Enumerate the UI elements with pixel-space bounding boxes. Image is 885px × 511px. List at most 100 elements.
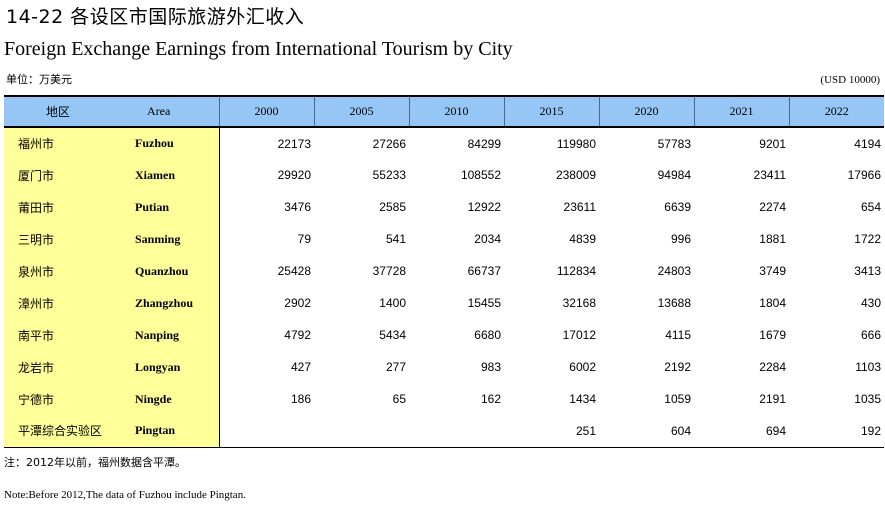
value-cell: 996 [670, 232, 691, 246]
value-cell: 94984 [657, 168, 691, 182]
value-cell: 3413 [854, 264, 881, 278]
city-name-chinese: 南平市 [4, 319, 115, 351]
value-cell: 6639 [664, 200, 691, 214]
header-year: 2015 [503, 95, 599, 128]
value-cell: 192 [789, 415, 884, 448]
value-cell: 22173 [277, 136, 311, 151]
value-cell: 1434 [569, 392, 596, 406]
table-row: 漳州市 Zhangzhou 2902 1400 15455 32168 13688 1804 4… [4, 287, 884, 319]
value-cell: 427 [290, 360, 311, 374]
value-cell: 1059 [664, 392, 691, 406]
table-row: 厦门市 Xiamen 29920 55233 108552 238009 94984 2341… [4, 159, 884, 191]
city-name-english: Fuzhou [115, 127, 220, 159]
value-cell [219, 415, 314, 448]
value-cell: 666 [860, 328, 881, 342]
value-cell: 9201 [759, 136, 786, 151]
value-cell: 1035 [854, 392, 881, 406]
value-cell: 4115 [665, 328, 691, 342]
note-chinese: 注：2012年以前，福州数据含平潭。 [4, 456, 186, 469]
value-cell: 23411 [753, 168, 786, 182]
value-cell: 13688 [657, 296, 691, 310]
value-cell: 55233 [372, 168, 406, 182]
value-cell: 238009 [555, 168, 596, 182]
value-cell: 23611 [563, 200, 596, 214]
value-cell: 2274 [759, 200, 786, 214]
table-row: 莆田市 Putian 3476 2585 12922 23611 6639 2274 654 [4, 191, 884, 223]
earnings-table: 地区 Area 2000 2005 2010 2015 2020 2021 20… [4, 95, 884, 448]
value-cell: 430 [860, 296, 881, 310]
value-cell: 15455 [467, 296, 501, 310]
value-cell: 112834 [556, 264, 596, 278]
value-cell: 1679 [759, 328, 786, 342]
city-name-chinese: 三明市 [4, 223, 115, 255]
city-name-english: Ningde [115, 383, 220, 415]
header-year: 2010 [408, 95, 504, 128]
city-name-chinese: 福州市 [4, 127, 115, 159]
value-cell: 57783 [657, 136, 691, 151]
value-cell: 983 [480, 360, 501, 374]
value-cell: 65 [392, 392, 406, 406]
value-cell: 6680 [474, 328, 501, 342]
value-cell: 1400 [379, 296, 406, 310]
city-name-english: Sanming [115, 223, 220, 255]
title-chinese: 14-22 各设区市国际旅游外汇收入 [6, 6, 305, 28]
value-cell: 25428 [277, 264, 311, 278]
value-cell: 162 [480, 392, 501, 406]
value-cell: 66737 [467, 264, 501, 278]
city-name-chinese: 莆田市 [4, 191, 115, 223]
value-cell: 17966 [847, 168, 881, 182]
table-row: 三明市 Sanming 79 541 2034 4839 996 1881 1722 [4, 223, 884, 255]
value-cell: 108552 [460, 168, 501, 182]
value-cell: 37728 [372, 264, 406, 278]
header-year: 2005 [313, 95, 409, 128]
value-cell: 4194 [854, 136, 881, 151]
city-name-english: Zhangzhou [115, 287, 220, 319]
table-row: 宁德市 Ningde 186 65 162 1434 1059 2191 1035 [4, 383, 884, 415]
unit-label-chinese: 单位：万美元 [6, 73, 72, 86]
value-cell: 4839 [569, 232, 596, 246]
value-cell [409, 415, 504, 448]
value-cell: 251 [504, 415, 599, 448]
value-cell: 2902 [284, 296, 311, 310]
city-name-english: Xiamen [115, 159, 220, 191]
city-name-english: Quanzhou [115, 255, 220, 287]
value-cell: 4792 [284, 328, 311, 342]
city-name-chinese: 厦门市 [4, 159, 115, 191]
value-cell: 277 [385, 360, 406, 374]
city-name-english: Pingtan [115, 415, 220, 448]
value-cell: 2585 [379, 200, 406, 214]
value-cell: 2191 [759, 392, 786, 406]
city-name-english: Nanping [115, 319, 220, 351]
value-cell: 654 [860, 200, 881, 214]
table-row: 南平市 Nanping 4792 5434 6680 17012 4115 1679 666 [4, 319, 884, 351]
header-area-chinese: 地区 [4, 95, 115, 128]
header-year: 2000 [218, 95, 314, 128]
city-name-chinese: 泉州市 [4, 255, 115, 287]
value-cell: 12922 [467, 200, 501, 214]
note-english: Note:Before 2012,The data of Fuzhou incl… [4, 489, 246, 501]
value-cell: 2192 [664, 360, 691, 374]
city-name-chinese: 宁德市 [4, 383, 115, 415]
title-english: Foreign Exchange Earnings from Internati… [4, 38, 513, 60]
value-cell: 5434 [379, 328, 406, 342]
table-header-row: 地区 Area 2000 2005 2010 2015 2020 2021 20… [4, 95, 884, 128]
value-cell: 3749 [759, 264, 786, 278]
value-cell: 1804 [759, 296, 786, 310]
value-cell: 84299 [467, 136, 501, 151]
value-cell: 17012 [562, 328, 596, 342]
header-area-english: Area [115, 95, 219, 128]
header-year: 2022 [788, 95, 884, 128]
city-name-english: Longyan [115, 351, 220, 383]
value-cell: 32168 [562, 296, 596, 310]
table-row: 平潭综合实验区 Pingtan 251 604 694 192 [4, 415, 884, 448]
table-row: 龙岩市 Longyan 427 277 983 6002 2192 2284 1103 [4, 351, 884, 383]
value-cell: 29920 [277, 168, 311, 182]
value-cell [314, 415, 409, 448]
value-cell: 186 [290, 392, 311, 406]
value-cell: 1881 [759, 232, 786, 246]
value-cell: 79 [297, 232, 311, 246]
table-row: 泉州市 Quanzhou 25428 37728 66737 112834 24803 374… [4, 255, 884, 287]
city-name-english: Putian [115, 191, 220, 223]
unit-label-english: (USD 10000) [820, 74, 880, 86]
value-cell: 2284 [759, 360, 786, 374]
